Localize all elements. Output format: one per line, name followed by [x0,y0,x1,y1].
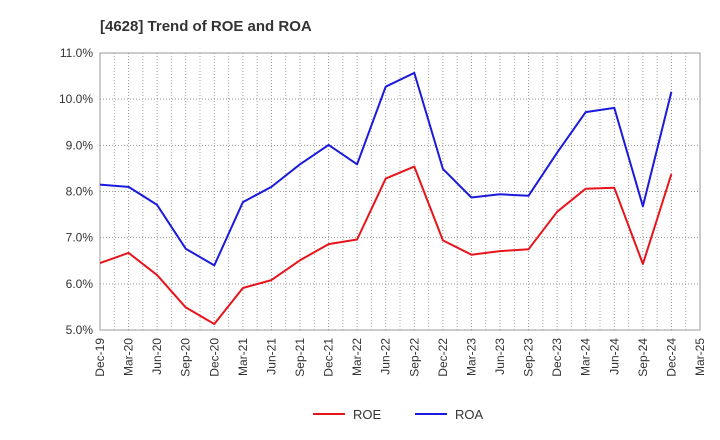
x-tick-label: Dec-24 [664,338,678,377]
x-tick-label: Dec-20 [207,338,221,377]
x-tick-label: Jun-21 [264,338,278,375]
x-tick-label: Jun-23 [493,338,507,375]
y-tick-label: 7.0% [66,231,94,245]
y-tick-label: 6.0% [66,277,94,291]
chart-title: [4628] Trend of ROE and ROA [100,18,312,35]
x-tick-label: Mar-24 [579,338,593,376]
x-tick-label: Mar-23 [464,338,478,376]
legend-label-roa: ROA [455,407,484,422]
x-tick-label: Mar-21 [236,338,250,376]
x-tick-label: Dec-19 [93,338,107,377]
x-tick-label: Dec-22 [436,338,450,377]
x-tick-label: Sep-20 [179,338,193,377]
x-tick-label: Jun-20 [150,338,164,375]
x-tick-label: Mar-20 [122,338,136,376]
series-lines [99,71,673,325]
x-tick-label: Sep-22 [407,338,421,377]
y-tick-label: 8.0% [66,185,94,199]
y-tick-label: 9.0% [66,138,94,152]
x-tick-label: Dec-21 [322,338,336,377]
x-tick-label: Jun-22 [379,338,393,375]
y-axis: 5.0% 6.0% 7.0% 8.0% 9.0% 10.0% 11.0% [59,46,93,337]
y-tick-label: 10.0% [59,92,93,106]
y-tick-label: 5.0% [66,323,94,337]
x-tick-label: Sep-23 [522,338,536,377]
legend: ROE ROA [313,407,484,422]
x-tick-label: Jun-24 [607,338,621,375]
plot-area [99,52,701,331]
x-tick-label: Sep-24 [636,338,650,377]
y-tick-label: 11.0% [60,46,93,60]
series-line-roa [99,71,673,267]
series-line-roe [99,165,673,325]
x-tick-label: Dec-23 [550,338,564,377]
x-axis: Dec-19 Mar-20 Jun-20 Sep-20 Dec-20 Mar-21 Jun-… [93,338,707,377]
x-tick-label: Mar-22 [350,338,364,376]
x-tick-label: Sep-21 [293,338,307,377]
legend-label-roe: ROE [353,407,382,422]
x-tick-label: Mar-25 [693,338,707,376]
grid [99,52,701,331]
